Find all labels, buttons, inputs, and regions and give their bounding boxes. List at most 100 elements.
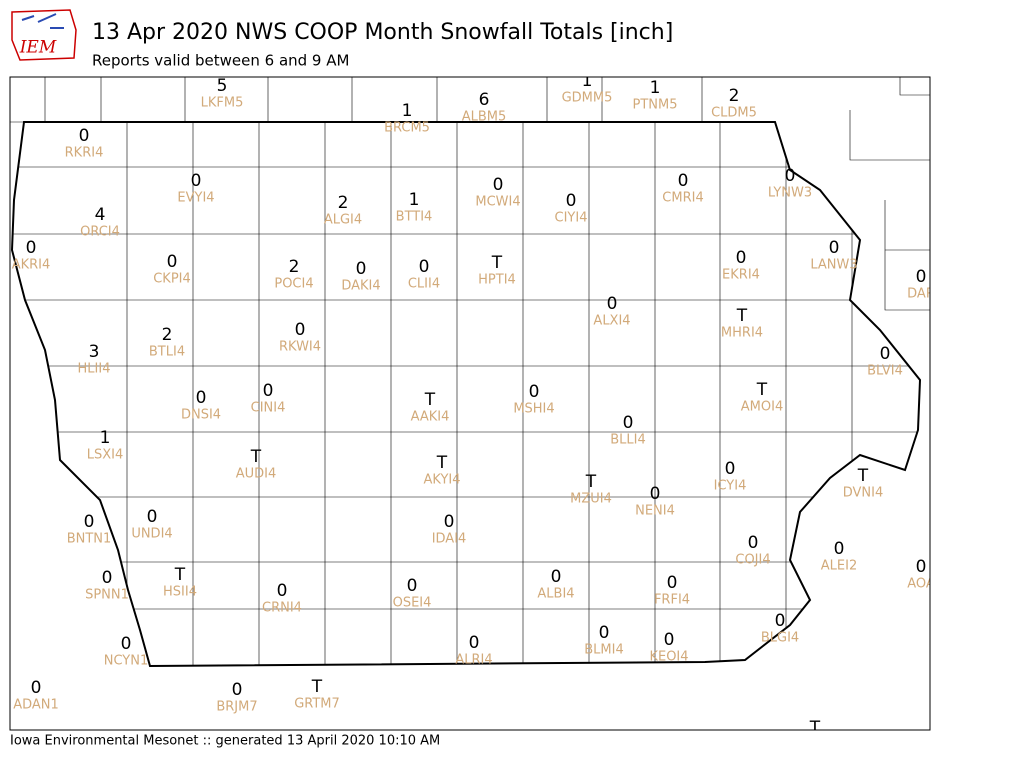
logo-text: IEM <box>19 38 57 58</box>
station-value: 0 <box>167 252 178 272</box>
station-id: AMOI4 <box>741 400 783 415</box>
station-value: 0 <box>725 459 736 479</box>
station-id: MCWI4 <box>475 195 520 210</box>
logo: IEM <box>11 9 77 61</box>
station-value: 6 <box>479 90 490 110</box>
station-id: CKPI4 <box>153 272 191 287</box>
station-id: DNSI4 <box>181 408 221 423</box>
station-value: 4 <box>95 205 106 225</box>
station-value: T <box>436 453 448 473</box>
station-id: ICYI4 <box>714 479 747 494</box>
station-id: ORCI4 <box>80 225 120 240</box>
station-id: GDMM5 <box>562 91 613 106</box>
station-id: DAKI4 <box>341 279 380 294</box>
station-id: POCI4 <box>274 277 313 292</box>
station-id: BLMI4 <box>584 643 623 658</box>
station-value: 0 <box>667 573 678 593</box>
station-value: 0 <box>407 576 418 596</box>
station-id: NCYN1 <box>104 654 149 669</box>
station-id: ALBM5 <box>462 110 507 125</box>
station-value: 0 <box>84 512 95 532</box>
station-value: 5 <box>217 76 228 96</box>
station-id: CRNI4 <box>262 601 302 616</box>
station-value: 0 <box>566 191 577 211</box>
station-id: ALRI4 <box>455 653 492 668</box>
station-id: AAKI4 <box>411 410 450 425</box>
station-value: 0 <box>196 388 207 408</box>
station-value: 0 <box>829 238 840 258</box>
station-id: LSXI4 <box>87 448 124 463</box>
station-id: AKYI4 <box>423 473 460 488</box>
station-value: 0 <box>102 568 113 588</box>
station-id: DVNI4 <box>843 486 884 501</box>
station-value: 0 <box>736 248 747 268</box>
station-id: BLVI4 <box>867 364 903 379</box>
station-value: 0 <box>916 267 927 287</box>
station-value: 0 <box>551 567 562 587</box>
station-id: DAR <box>907 287 935 302</box>
station-value: 0 <box>529 382 540 402</box>
station-value: T <box>585 472 597 492</box>
station-value: 0 <box>775 611 786 631</box>
station-value: 0 <box>31 678 42 698</box>
station-value: 1 <box>100 428 111 448</box>
station-id: CIYI4 <box>555 211 588 226</box>
station-id: ALEI2 <box>821 559 857 574</box>
station-value: 0 <box>191 171 202 191</box>
footer: Iowa Environmental Mesonet :: generated … <box>10 734 440 749</box>
station-value: T <box>174 565 186 585</box>
station-value: 0 <box>121 634 132 654</box>
station-id: HLII4 <box>78 362 111 377</box>
station-id: LKFM5 <box>201 96 244 111</box>
station-id: NENI4 <box>635 504 675 519</box>
station-value: 0 <box>419 257 430 277</box>
station-value: 0 <box>277 581 288 601</box>
station-id: AKRI4 <box>12 258 51 273</box>
station-id: LANW3 <box>810 258 857 273</box>
station-value: 1 <box>402 101 413 121</box>
station-value: 0 <box>295 320 306 340</box>
station-value: 0 <box>664 630 675 650</box>
station-value: 0 <box>623 413 634 433</box>
station-value: 0 <box>469 633 480 653</box>
station-id: CLDM5 <box>711 106 757 121</box>
station-value: 0 <box>79 126 90 146</box>
station-value: 2 <box>289 257 300 277</box>
station-id: AUDI4 <box>236 467 277 482</box>
station-value: 0 <box>607 294 618 314</box>
station-value: 1 <box>409 190 420 210</box>
station-id: HPTI4 <box>478 273 516 288</box>
station-value: 0 <box>147 507 158 527</box>
station-id: MHRI4 <box>721 326 763 341</box>
station-value: 2 <box>338 193 349 213</box>
station-id: LYNW3 <box>768 186 812 201</box>
station-value: 0 <box>356 259 367 279</box>
station-id: COJI4 <box>735 553 770 568</box>
station-value: 0 <box>916 557 927 577</box>
station-value: 0 <box>26 238 37 258</box>
station-value: T <box>250 447 262 467</box>
station-id: ALXI4 <box>593 314 630 329</box>
station-value: 0 <box>834 539 845 559</box>
station-id: CMRI4 <box>662 191 703 206</box>
station-id: GRTM7 <box>294 697 340 712</box>
station-id: BLGI4 <box>761 631 799 646</box>
station-value: 2 <box>729 86 740 106</box>
station-id: AOA <box>907 577 935 592</box>
station-id: UNDI4 <box>131 527 172 542</box>
station-id: ADAN1 <box>13 698 59 713</box>
station-id: BNTN1 <box>67 532 112 547</box>
title: 13 Apr 2020 NWS COOP Month Snowfall Tota… <box>92 20 673 45</box>
station-id: CLII4 <box>408 277 440 292</box>
station-id: CINI4 <box>251 401 286 416</box>
station-value: 0 <box>748 533 759 553</box>
station-value: T <box>736 306 748 326</box>
station-value: 3 <box>89 342 100 362</box>
station-value: T <box>491 253 503 273</box>
station-id: BRJM7 <box>216 700 257 715</box>
station-value: 0 <box>263 381 274 401</box>
station-id: BLLI4 <box>610 433 646 448</box>
